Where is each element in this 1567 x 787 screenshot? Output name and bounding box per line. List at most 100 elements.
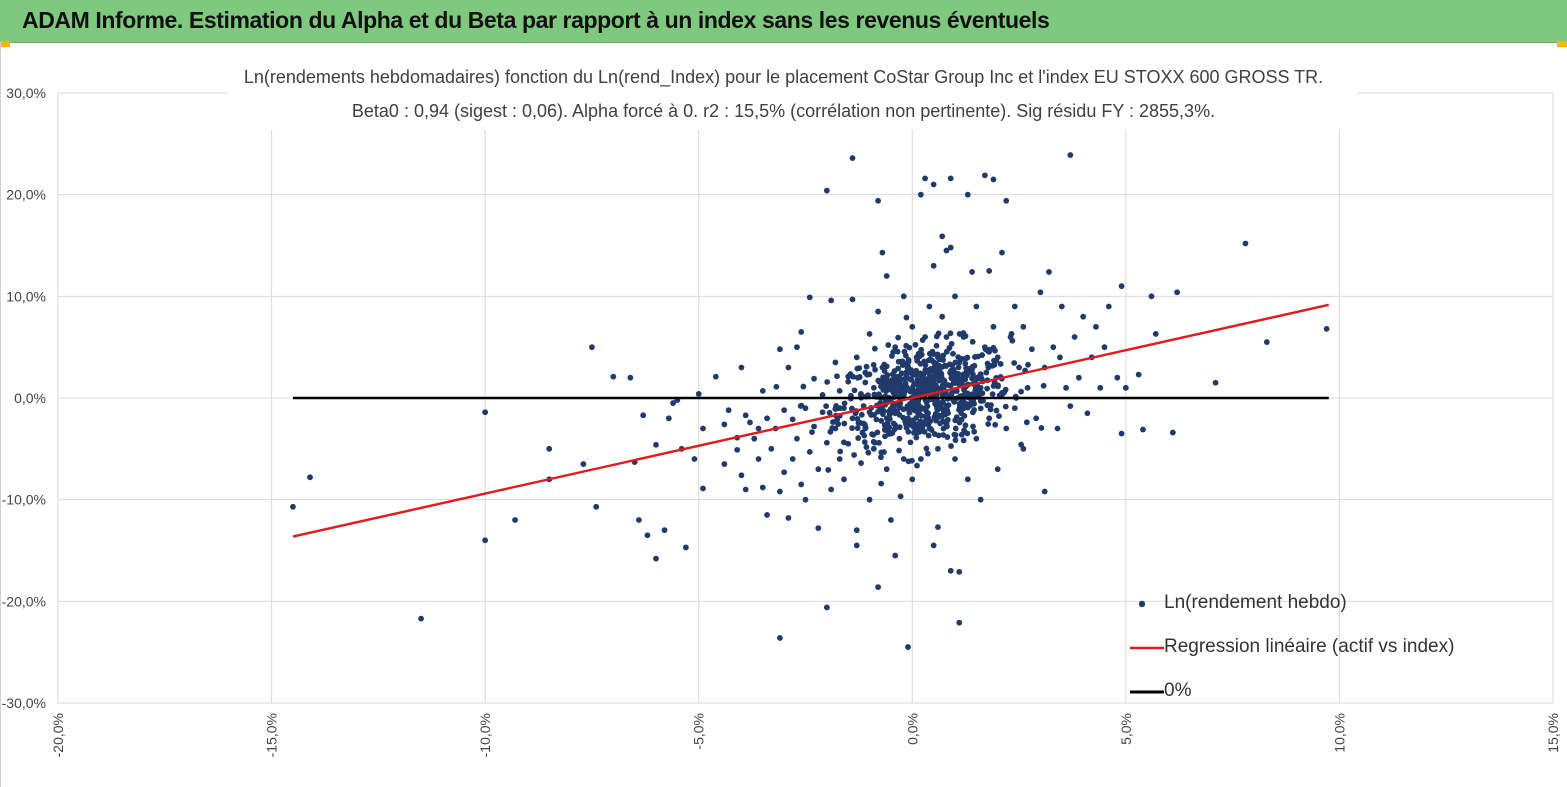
data-point — [952, 432, 959, 438]
data-point — [862, 425, 869, 432]
data-point — [912, 341, 919, 348]
data-point — [806, 294, 813, 301]
data-point — [809, 429, 815, 436]
data-point — [943, 420, 950, 427]
data-point — [875, 584, 882, 590]
data-point — [892, 424, 899, 431]
data-point — [902, 380, 909, 387]
data-point — [836, 387, 843, 394]
data-point — [879, 364, 886, 371]
data-point — [961, 386, 967, 393]
data-point — [627, 374, 634, 381]
legend-label: 0% — [1164, 680, 1192, 701]
data-point — [909, 417, 916, 424]
data-point — [874, 429, 881, 436]
data-point — [1118, 283, 1125, 290]
data-point — [879, 249, 886, 256]
data-point — [870, 445, 877, 452]
data-point — [1105, 303, 1112, 310]
data-point — [828, 486, 835, 493]
data-point — [936, 362, 942, 369]
data-point — [921, 358, 928, 365]
data-point — [1058, 303, 1065, 310]
data-points — [290, 152, 1330, 650]
data-point — [837, 448, 844, 455]
chart-title-line2: Beta0 : 0,94 (sigest : 0,06). Alpha forc… — [351, 101, 1216, 121]
data-point — [854, 374, 861, 381]
data-point — [789, 456, 796, 462]
data-point — [970, 423, 976, 430]
data-point — [691, 456, 698, 462]
data-point — [1135, 371, 1142, 378]
data-point — [940, 357, 946, 363]
data-point — [922, 175, 928, 182]
data-point — [290, 503, 296, 510]
data-point — [1003, 425, 1010, 432]
data-point — [1071, 334, 1078, 340]
data-point — [990, 176, 997, 183]
y-tick-label: 0,0% — [14, 390, 46, 406]
x-tick-label: -10,0% — [477, 713, 493, 757]
data-point — [747, 419, 753, 426]
data-point — [952, 425, 959, 432]
x-tick-label: -5,0% — [691, 713, 707, 750]
data-point — [1063, 384, 1069, 391]
data-point — [871, 345, 878, 352]
data-point — [882, 379, 889, 386]
data-point — [835, 421, 842, 427]
data-point — [952, 293, 958, 300]
data-point — [636, 517, 642, 523]
data-point — [905, 428, 912, 435]
data-point — [888, 517, 894, 523]
data-point — [903, 314, 910, 321]
data-point — [1084, 410, 1091, 417]
y-axis-ticks: 30,0% 20,0% 10,0% 0,0% -10,0% -20,0% -30,0% — [2, 85, 46, 711]
data-point — [999, 390, 1005, 396]
data-point — [1018, 388, 1024, 395]
data-point — [895, 334, 902, 341]
data-point — [958, 431, 965, 438]
data-point — [935, 354, 941, 361]
data-point — [826, 409, 833, 416]
data-point — [883, 466, 890, 473]
data-point — [781, 407, 788, 414]
data-point — [700, 485, 706, 492]
data-point — [934, 405, 940, 411]
data-point — [896, 435, 903, 442]
data-point — [1140, 426, 1146, 433]
data-point — [823, 439, 830, 446]
data-point — [773, 383, 780, 390]
data-point — [996, 413, 1002, 420]
data-point — [854, 365, 861, 372]
data-point — [834, 373, 840, 380]
data-point — [1323, 325, 1330, 332]
data-point — [878, 454, 884, 461]
data-point — [897, 493, 904, 500]
data-point — [982, 344, 988, 351]
data-point — [894, 348, 901, 355]
data-point — [977, 496, 984, 503]
data-point — [721, 461, 728, 467]
data-point — [798, 329, 805, 335]
data-point — [881, 449, 887, 455]
data-point — [742, 412, 749, 419]
data-point — [923, 367, 930, 374]
data-point — [948, 443, 954, 449]
data-point — [977, 384, 984, 391]
data-point — [947, 567, 954, 574]
data-point — [580, 461, 587, 467]
data-point — [700, 425, 706, 432]
data-point — [1016, 364, 1022, 371]
data-point — [955, 364, 962, 371]
x-tick-label: 15,0% — [1545, 713, 1561, 753]
data-point — [1020, 445, 1027, 452]
data-point — [482, 409, 489, 416]
data-point — [858, 411, 865, 418]
data-point — [972, 354, 978, 360]
data-point — [819, 409, 826, 416]
data-point — [999, 249, 1005, 256]
data-point — [589, 344, 595, 351]
data-point — [1007, 334, 1014, 340]
data-point — [819, 392, 826, 398]
data-point — [987, 406, 994, 413]
